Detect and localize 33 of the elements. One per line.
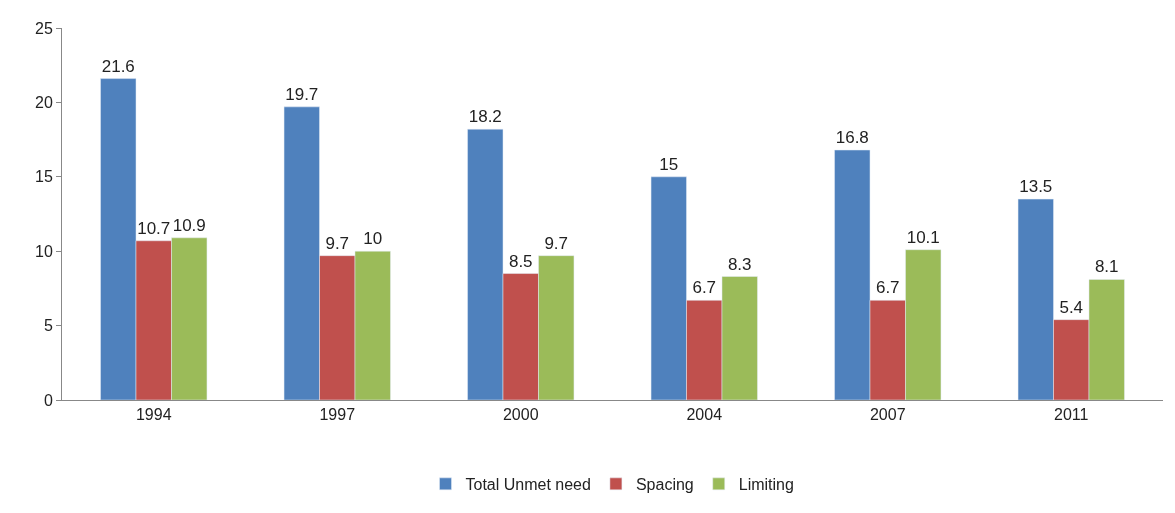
legend-label: Limiting xyxy=(738,476,794,494)
data-label: 15 xyxy=(659,154,679,174)
data-label: 10.1 xyxy=(906,227,940,247)
x-tick-label: 1997 xyxy=(319,406,356,424)
data-label: 21.6 xyxy=(101,56,135,76)
legend-label: Spacing xyxy=(635,476,694,494)
y-tick-label: 25 xyxy=(35,19,53,37)
data-label: 16.8 xyxy=(835,128,869,148)
data-label: 5.4 xyxy=(1059,297,1084,317)
y-tick-label: 10 xyxy=(35,242,53,260)
data-label: 8.1 xyxy=(1094,257,1119,277)
y-tick-label: 5 xyxy=(43,317,53,335)
data-label: 18.2 xyxy=(468,107,502,127)
data-label: 6.7 xyxy=(875,278,900,298)
x-tick-label: 2004 xyxy=(686,406,723,424)
x-tick-label: 2011 xyxy=(1054,406,1089,424)
x-tick-label: 1994 xyxy=(135,406,172,424)
data-label: 6.7 xyxy=(692,278,717,298)
data-label: 10.7 xyxy=(137,218,171,238)
legend-label: Total Unmet need xyxy=(465,476,591,494)
data-label: 9.7 xyxy=(325,233,350,253)
y-tick-label: 0 xyxy=(43,391,53,409)
data-label: 8.5 xyxy=(508,251,533,271)
data-label: 9.7 xyxy=(544,233,569,253)
x-tick-label: 2007 xyxy=(869,406,906,424)
data-label: 10 xyxy=(363,229,383,249)
data-label: 8.3 xyxy=(727,254,752,274)
y-tick-label: 20 xyxy=(35,94,53,111)
y-tick-label: 15 xyxy=(35,168,53,186)
x-tick-label: 2000 xyxy=(502,406,539,424)
data-label: 19.7 xyxy=(285,84,319,104)
data-label: 10.9 xyxy=(172,215,206,235)
data-label: 13.5 xyxy=(1019,177,1053,197)
